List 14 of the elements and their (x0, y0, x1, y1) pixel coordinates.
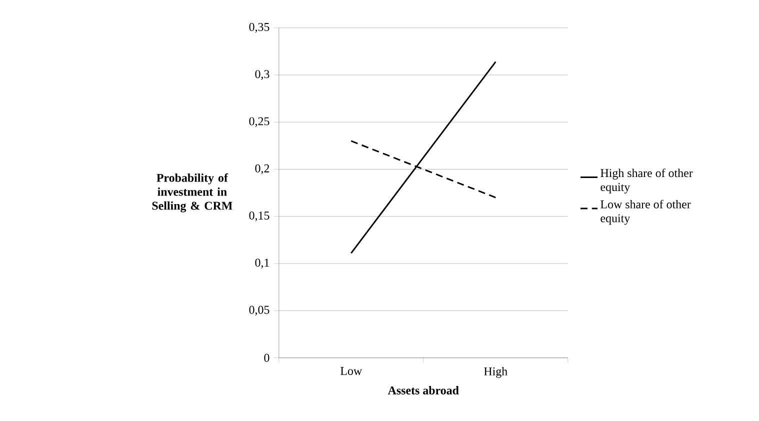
y-tick-label: 0,3 (255, 70, 270, 80)
y-axis-title: Probability of investment in Selling & CRM (152, 173, 232, 212)
x-tick-label: High (484, 367, 508, 378)
y-tick-label: 0,05 (249, 306, 270, 316)
x-axis-title: Assets abroad (388, 386, 459, 394)
y-tick-label: 0,2 (255, 164, 270, 174)
y-tick-label: 0,25 (249, 117, 270, 128)
y-tick-label: 0,1 (255, 258, 269, 268)
y-tick-label: 0,15 (249, 212, 270, 222)
y-tick-label: 0 (264, 354, 270, 362)
legend-label: High share of other equity (600, 168, 693, 194)
legend-label: Low share of other equity (600, 200, 691, 225)
y-tick-label: 0,35 (249, 22, 270, 33)
x-tick-label: Low (340, 367, 362, 375)
